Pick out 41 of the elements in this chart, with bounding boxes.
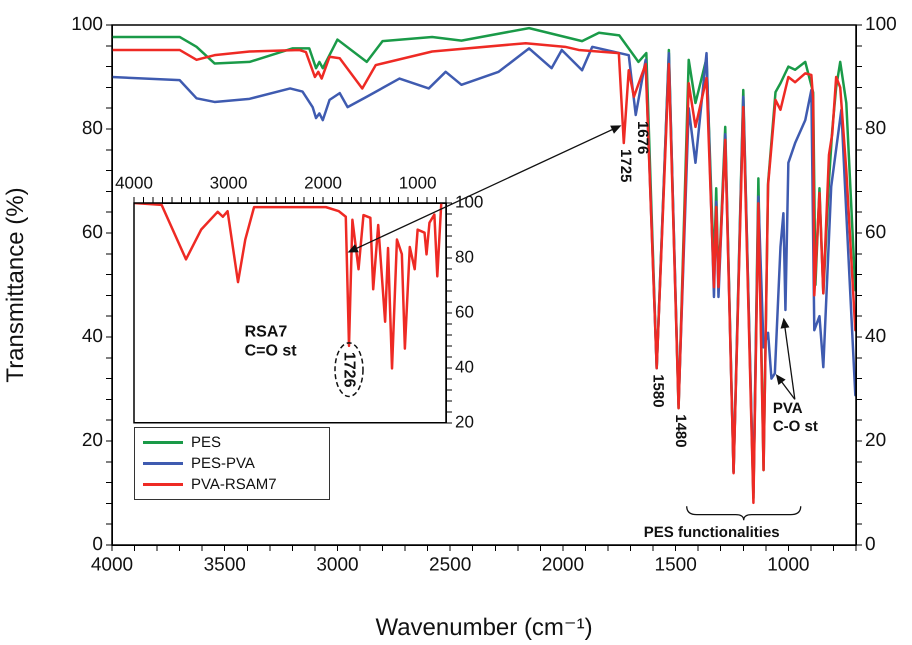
y-tick-label: 0 — [92, 534, 103, 556]
annotation: PVA C-O st — [772, 400, 818, 436]
x-tick-label: 2500 — [429, 554, 472, 576]
x-tick-label: 1500 — [654, 554, 697, 576]
y2-tick-label: 60 — [865, 222, 886, 244]
y-tick-label: 40 — [455, 358, 474, 377]
x-tick-label: 3000 — [210, 173, 248, 192]
y-tick-label: 40 — [82, 326, 103, 348]
annotation: 1726 — [340, 352, 358, 388]
y-tick-label: 20 — [455, 412, 474, 432]
y-axis-title: Transmittance (%) — [2, 187, 30, 383]
x-tick-label: 4000 — [90, 554, 134, 576]
x-tick-label: 1000 — [398, 173, 437, 192]
x-tick-label: 2000 — [542, 554, 584, 576]
y-tick-label: 80 — [455, 248, 474, 267]
x-axis-title: Wavenumber (cm⁻¹) — [375, 614, 593, 642]
x-tick-label: 4000 — [115, 173, 153, 192]
annotation: RSA7 C=O st — [244, 323, 298, 360]
annotation: PES functionalities — [644, 524, 780, 541]
y2-tick-label: 0 — [865, 534, 876, 556]
x-tick-label: 3000 — [316, 554, 359, 576]
x-tick-label: 1000 — [767, 554, 810, 576]
y2-tick-label: 40 — [865, 326, 886, 348]
x-tick-label: 2000 — [304, 173, 342, 192]
y2-tick-label: 20 — [865, 430, 886, 452]
y-tick-label: 100 — [455, 192, 484, 212]
y-tick-label: 60 — [455, 302, 474, 322]
y-tick-label: 60 — [82, 222, 103, 244]
y2-tick-label: 100 — [865, 14, 897, 36]
y2-tick-label: 80 — [865, 118, 886, 140]
y-tick-label: 20 — [82, 430, 103, 452]
legend-label: PES-PVA — [191, 455, 255, 472]
legend-label: PVA-RSAM7 — [191, 476, 277, 493]
y-tick-label: 80 — [82, 118, 103, 140]
legend-label: PES — [191, 434, 222, 451]
annotation: 1580 — [649, 374, 666, 408]
annotation: 1725 — [616, 149, 634, 182]
annotation: 1480 — [672, 414, 690, 448]
y-tick-label: 100 — [71, 14, 103, 36]
x-tick-label: 3500 — [204, 554, 246, 576]
annotation: 1676 — [634, 120, 651, 154]
